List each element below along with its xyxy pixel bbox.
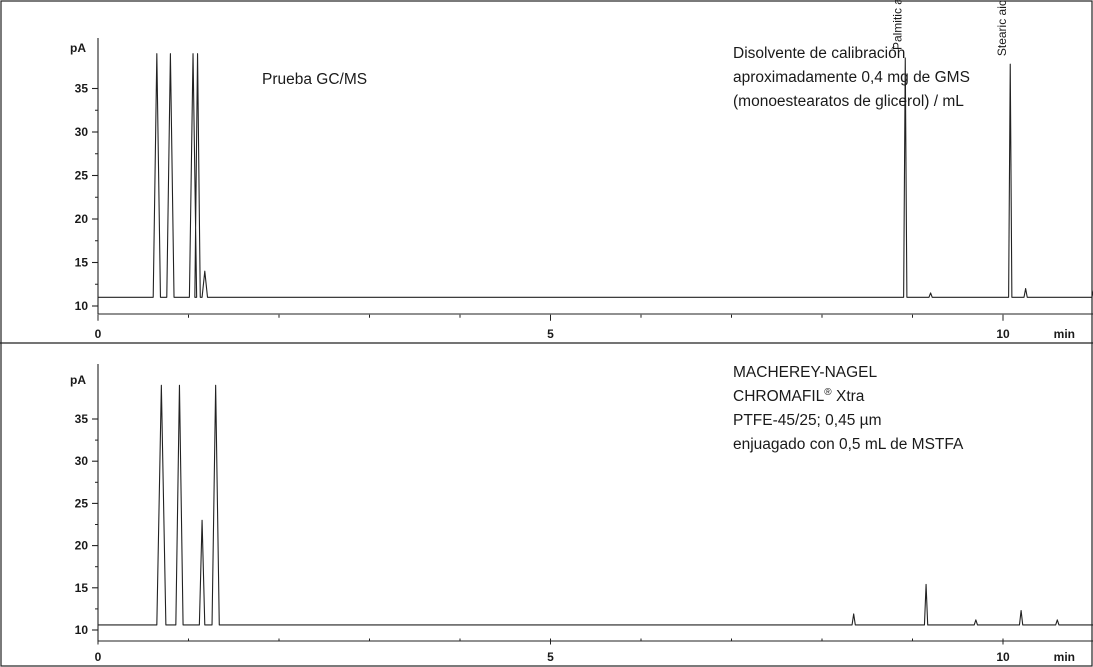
bottom-x-ticks: 05101520 xyxy=(95,638,1010,664)
x-tick-label: 5 xyxy=(547,327,554,341)
x-tick-label: 5 xyxy=(547,650,554,664)
top-x-unit: min xyxy=(1054,327,1075,341)
y-tick-label: 15 xyxy=(75,256,89,270)
y-tick-label: 30 xyxy=(75,454,89,468)
top-chromatogram: 10 15 20 25 30 35 0 5 10 15 20 pA min Palmitic ac… xyxy=(70,0,1093,341)
x-tick-label: 10 xyxy=(996,650,1010,664)
bottom-trace xyxy=(98,384,1093,626)
registered-mark: ® xyxy=(824,387,832,398)
y-tick-label: 30 xyxy=(75,125,89,139)
y-tick-label: 10 xyxy=(75,623,89,637)
peak-label: Stearic aicd xyxy=(995,0,1009,56)
y-tick-label: 15 xyxy=(75,581,89,595)
top-note-2: aproximadamente 0,4 mg de GMS xyxy=(733,69,970,86)
top-note-1: Disolvente de calibración xyxy=(733,45,905,62)
top-axes xyxy=(97,38,1093,315)
top-y-unit: pA xyxy=(70,41,86,55)
bottom-y-ticks: 10 15 20 25 30 35 xyxy=(75,412,98,637)
bottom-note-4: enjuagado con 0,5 mL de MSTFA xyxy=(733,436,964,453)
y-tick-label: 20 xyxy=(75,539,89,553)
bottom-x-unit: min xyxy=(1054,650,1075,664)
y-tick-label: 25 xyxy=(75,169,89,183)
x-tick-label: 10 xyxy=(996,327,1010,341)
top-x-ticks: 05101520 xyxy=(95,314,1010,341)
y-tick-label: 35 xyxy=(75,412,89,426)
y-tick-label: 25 xyxy=(75,496,89,510)
x-tick-label: 0 xyxy=(95,650,102,664)
bottom-note-2: CHROMAFIL® Xtra xyxy=(733,387,865,405)
top-note-3: (monoestearatos de glicerol) / mL xyxy=(733,93,964,110)
peak-label: Palmitic acid xyxy=(890,0,904,50)
bottom-axes xyxy=(97,364,1093,642)
x-tick-label: 0 xyxy=(95,327,102,341)
top-trace xyxy=(98,53,1093,298)
bottom-note-1: MACHEREY-NAGEL xyxy=(733,364,878,381)
top-y-ticks: 10 15 20 25 30 35 xyxy=(75,82,98,313)
bottom-note-3: PTFE-45/25; 0,45 µm xyxy=(733,412,882,429)
y-tick-label: 10 xyxy=(75,299,89,313)
top-title: Prueba GC/MS xyxy=(262,71,367,88)
y-tick-label: 20 xyxy=(75,212,89,226)
bottom-note-2-suffix: Xtra xyxy=(832,388,865,405)
bottom-y-unit: pA xyxy=(70,373,86,387)
bottom-note-2-name: CHROMAFIL xyxy=(733,388,825,405)
y-tick-label: 35 xyxy=(75,82,89,96)
